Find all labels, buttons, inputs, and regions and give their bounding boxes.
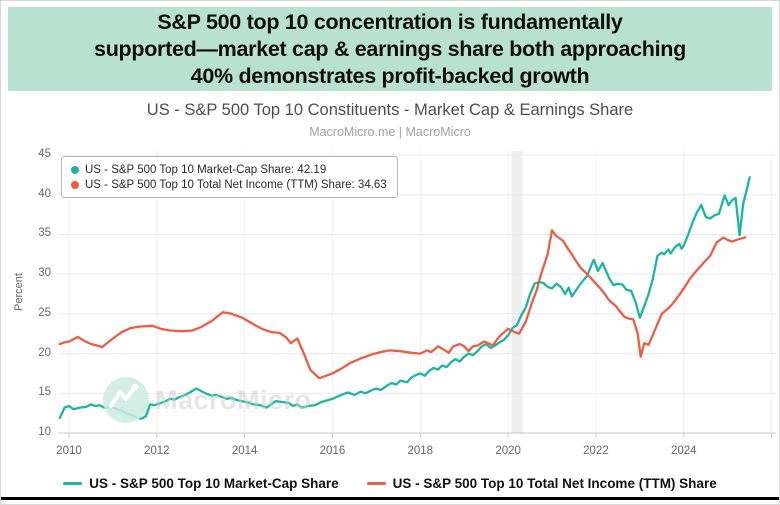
watermark-text: MacroMicro: [155, 384, 312, 415]
header-line-3: 40% demonstrates profit-backed growth: [190, 63, 590, 88]
chart-area: US - S&P 500 Top 10 Constituents - Marke…: [1, 1, 779, 471]
y-tick-label: 30: [38, 267, 51, 280]
chart-subtitle: MacroMicro.me | MacroMicro: [309, 125, 471, 139]
red-line-swatch-icon: [366, 481, 386, 486]
legend-item-market-cap-share[interactable]: US - S&P 500 Top 10 Market-Cap Share: [63, 476, 339, 491]
legend-item-net-income-share[interactable]: US - S&P 500 Top 10 Total Net Income (TT…: [366, 476, 717, 491]
watermark: MacroMicro: [101, 375, 312, 425]
header-line-2: supported—market cap & earnings share bo…: [94, 36, 686, 61]
x-tick-label: 2020: [495, 445, 521, 457]
y-axis-title: Percent: [13, 273, 25, 311]
y-tick-label: 35: [38, 227, 51, 240]
y-tick-label: 45: [38, 147, 51, 160]
bottom-border-rule: [1, 497, 779, 500]
header-line-1: S&P 500 top 10 concentration is fundamen…: [157, 9, 623, 34]
bottom-legend: US - S&P 500 Top 10 Market-Cap Share US …: [1, 476, 779, 491]
y-tick-label: 15: [38, 386, 51, 399]
legend-box: US - S&P 500 Top 10 Market-Cap Share: 42…: [61, 156, 398, 198]
teal-dot-icon: [71, 165, 79, 174]
legend-item-label: US - S&P 500 Top 10 Market-Cap Share: [89, 476, 339, 491]
x-tick-label: 2014: [231, 445, 258, 457]
x-tick-label: 2024: [670, 445, 697, 457]
y-tick-label: 40: [38, 187, 51, 200]
legend-box-row-market-cap: US - S&P 500 Top 10 Market-Cap Share: 42…: [71, 162, 387, 177]
y-tick-label: 25: [38, 306, 51, 319]
header-banner: S&P 500 top 10 concentration is fundamen…: [8, 7, 772, 91]
y-tick-label: 20: [38, 346, 51, 359]
macromicro-logo-icon: [103, 377, 149, 423]
legend-box-row-net-income: US - S&P 500 Top 10 Total Net Income (TT…: [71, 177, 387, 192]
teal-line-swatch-icon: [63, 481, 83, 486]
x-tick-label: 2012: [144, 445, 170, 457]
legend-box-label: US - S&P 500 Top 10 Total Net Income (TT…: [85, 178, 387, 191]
legend-item-label: US - S&P 500 Top 10 Total Net Income (TT…: [392, 476, 717, 491]
legend-box-label: US - S&P 500 Top 10 Market-Cap Share: 42…: [85, 163, 327, 176]
plot-canvas: [58, 151, 776, 438]
x-tick-label: 2010: [56, 445, 82, 457]
x-tick-label: 2022: [583, 445, 609, 457]
red-dot-icon: [71, 180, 79, 189]
y-tick-label: 10: [38, 426, 51, 438]
chart-title: US - S&P 500 Top 10 Constituents - Marke…: [146, 101, 634, 119]
x-tick-label: 2018: [407, 445, 434, 457]
x-tick-label: 2016: [319, 445, 346, 457]
